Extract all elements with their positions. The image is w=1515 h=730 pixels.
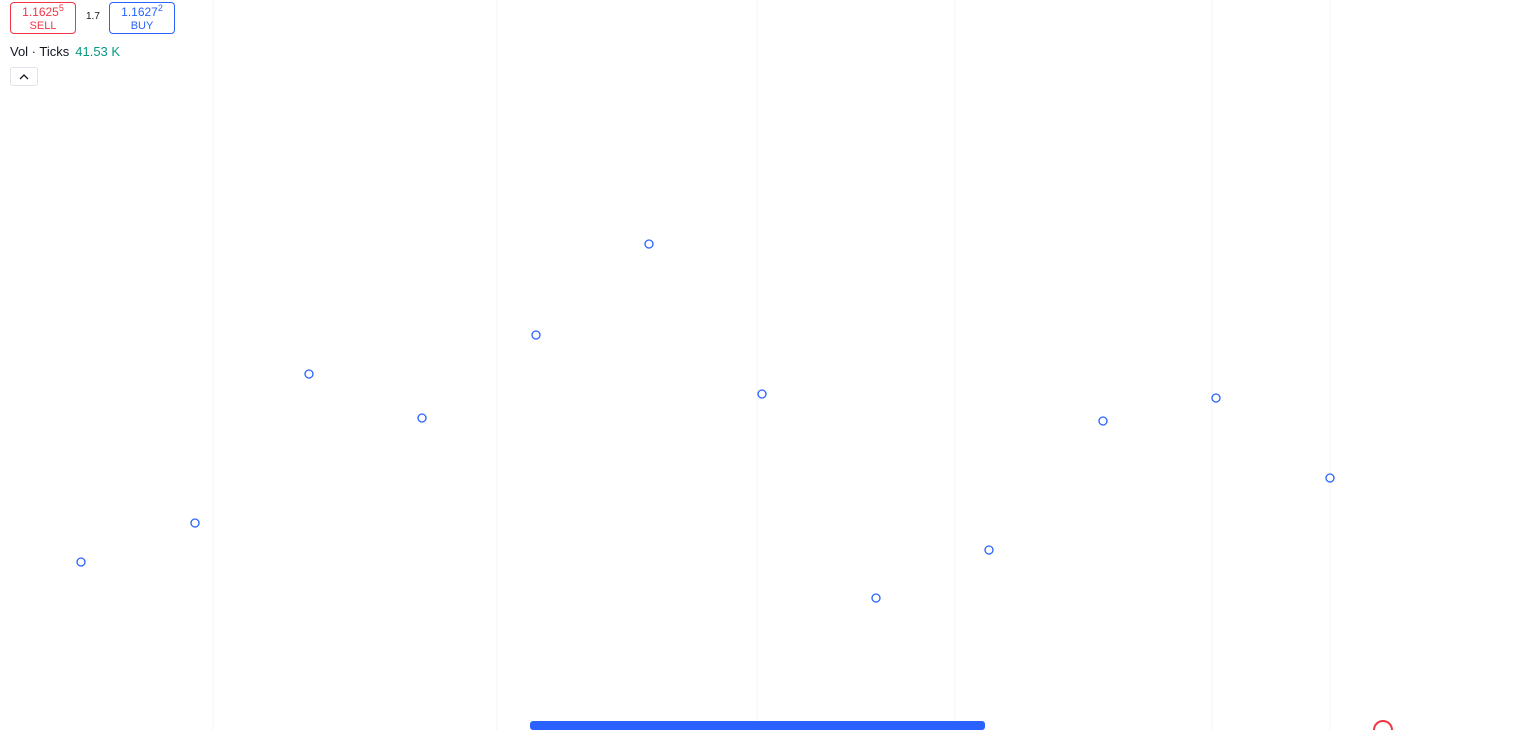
event-marker[interactable] (1098, 416, 1108, 426)
event-marker[interactable] (76, 557, 86, 567)
buy-pip: 2 (157, 3, 163, 13)
volume-legend: Vol · Ticks 41.53 K (10, 44, 120, 59)
sell-label: SELL (29, 20, 57, 32)
buy-button[interactable]: 1.16272 BUY (109, 2, 175, 34)
event-marker[interactable] (871, 593, 881, 603)
volume-label: Vol · Ticks (10, 44, 70, 59)
scroll-bar[interactable] (530, 721, 985, 730)
volume-value: 41.53 K (75, 44, 121, 59)
event-marker[interactable] (1325, 473, 1335, 483)
sell-pip: 5 (58, 3, 64, 13)
event-marker[interactable] (644, 239, 654, 249)
sell-button[interactable]: 1.16255 SELL (10, 2, 76, 34)
event-marker[interactable] (984, 545, 994, 555)
event-marker[interactable] (531, 330, 541, 340)
sell-price: 1.1625 (22, 5, 59, 19)
time-grid (212, 0, 1331, 730)
buy-price: 1.1627 (121, 5, 158, 19)
spread: 1.7 (86, 11, 100, 22)
collapse-button[interactable] (10, 67, 38, 86)
event-marker[interactable] (304, 369, 314, 379)
event-marker[interactable] (190, 518, 200, 528)
event-marker[interactable] (1211, 393, 1221, 403)
buy-label: BUY (130, 20, 154, 32)
event-marker[interactable] (417, 413, 427, 423)
chevron (19, 74, 29, 80)
event-marker[interactable] (757, 389, 767, 399)
event-markers (76, 239, 1335, 603)
alert-icon[interactable] (1373, 720, 1393, 730)
